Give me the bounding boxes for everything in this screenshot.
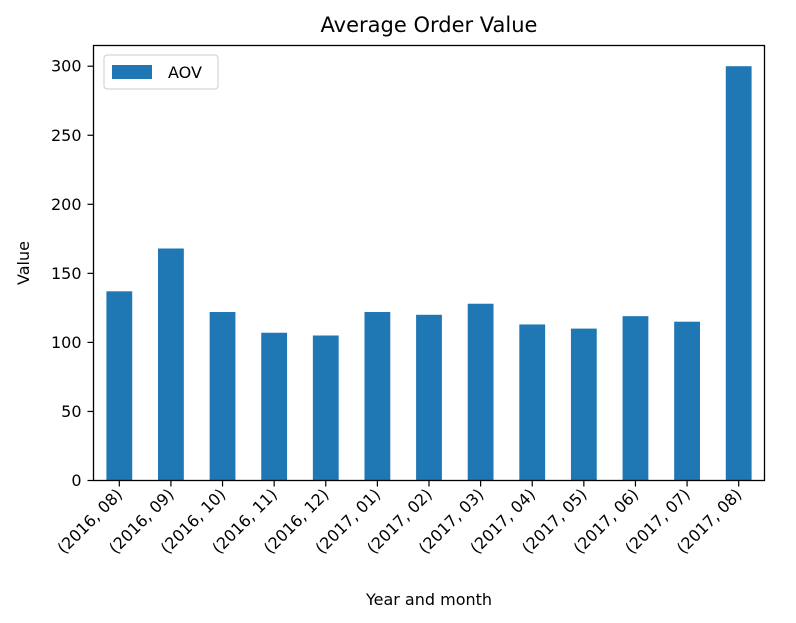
legend-swatch bbox=[112, 65, 152, 79]
bar-2017-03 bbox=[467, 303, 494, 481]
bar-2017-06 bbox=[622, 316, 649, 481]
x-axis: (2016, 08)(2016, 09)(2016, 10)(2016, 11)… bbox=[53, 480, 746, 558]
bar-2016-12 bbox=[312, 335, 339, 481]
bar-2016-09 bbox=[158, 248, 184, 481]
legend-label: AOV bbox=[168, 63, 202, 82]
bars-group bbox=[106, 66, 752, 481]
y-tick-label: 300 bbox=[51, 57, 82, 76]
chart-title: Average Order Value bbox=[321, 13, 538, 37]
legend: AOV bbox=[103, 54, 219, 90]
y-tick-label: 0 bbox=[71, 471, 81, 490]
y-axis-label: Value bbox=[14, 241, 33, 285]
y-tick-label: 50 bbox=[61, 402, 81, 421]
y-tick-label: 100 bbox=[51, 333, 82, 352]
y-axis: 0 50 100 150 200 250 300 bbox=[51, 57, 94, 490]
x-axis-label: Year and month bbox=[365, 590, 492, 609]
bar-2017-05 bbox=[570, 328, 597, 481]
y-tick-label: 150 bbox=[51, 264, 82, 283]
bar-2017-08 bbox=[725, 66, 752, 481]
bar-2017-01 bbox=[364, 312, 391, 481]
y-tick-label: 250 bbox=[51, 126, 82, 145]
bar-2016-08 bbox=[106, 291, 133, 481]
plot-frame bbox=[92, 44, 766, 482]
y-tick-label: 200 bbox=[51, 195, 82, 214]
bar-2017-07 bbox=[674, 321, 700, 481]
bar-2017-02 bbox=[416, 314, 442, 481]
bar-2017-04 bbox=[519, 324, 546, 481]
bar-2016-10 bbox=[209, 312, 236, 481]
legend-box bbox=[103, 54, 219, 90]
bar-2016-11 bbox=[261, 332, 288, 481]
